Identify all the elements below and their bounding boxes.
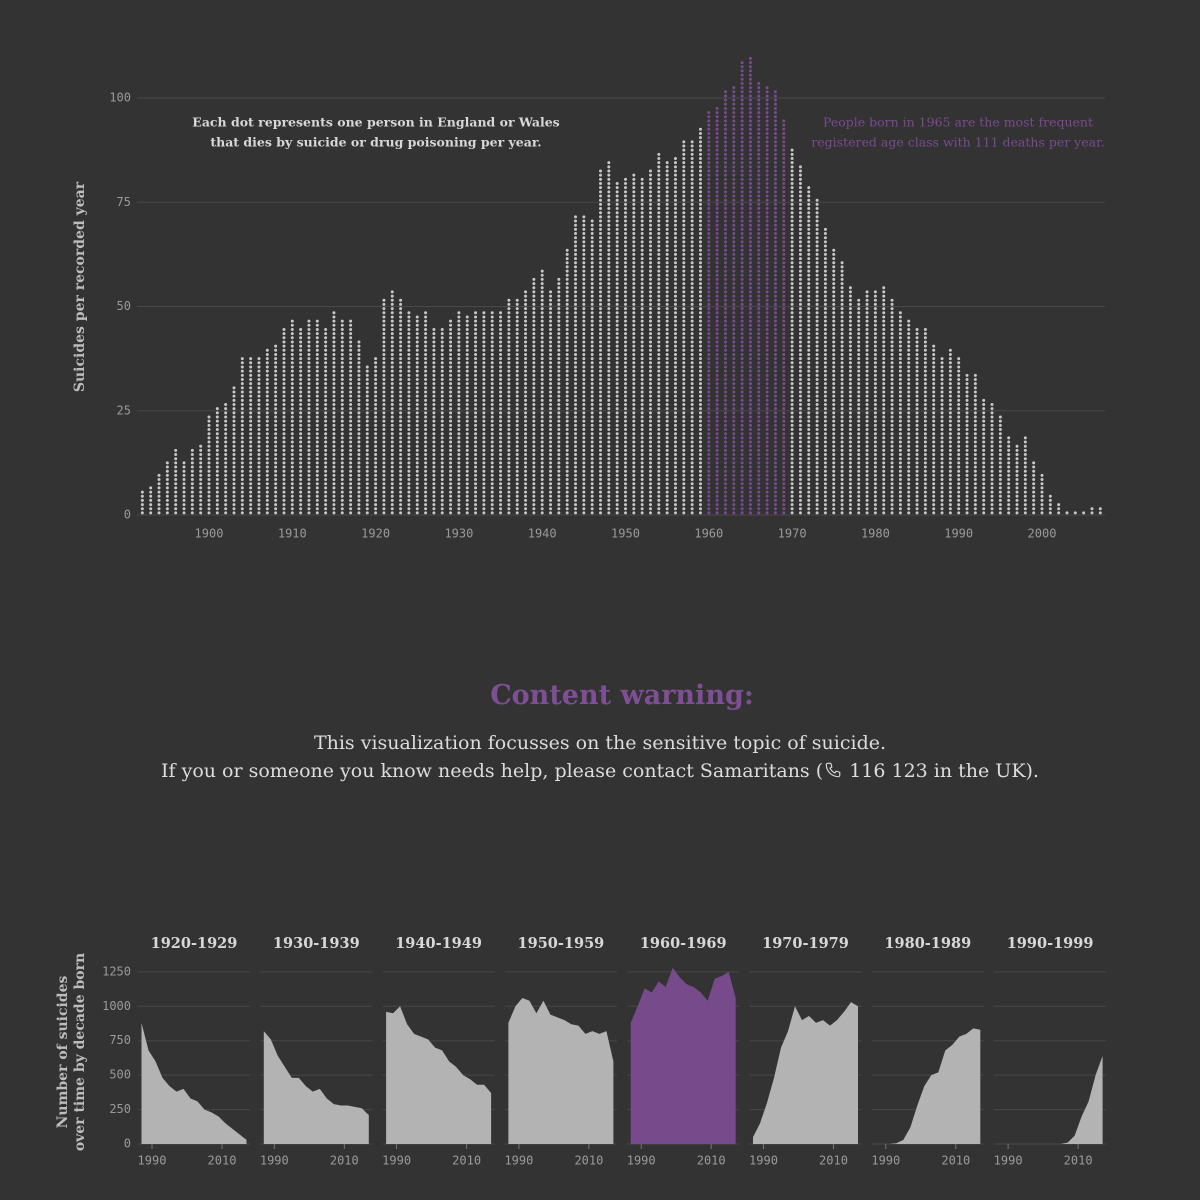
panel-title: 1920-1929 xyxy=(151,935,238,952)
warning-text: This visualization focusses on the sensi… xyxy=(313,732,887,754)
x-tick-label: 1990 xyxy=(944,527,973,541)
area xyxy=(630,967,736,1144)
annotation: registered age class with 111 deaths per… xyxy=(811,135,1104,150)
panel-title: 1980-1989 xyxy=(884,935,971,952)
panel-title: 1930-1939 xyxy=(273,935,360,952)
y-tick-label: 75 xyxy=(117,195,131,209)
y-tick-label: 0 xyxy=(124,1137,131,1151)
warning-text: If you or someone you know needs help, p… xyxy=(0,757,1200,785)
y-tick-label: 50 xyxy=(117,299,131,313)
x-tick-label: 1940 xyxy=(528,527,557,541)
x-tick-label: 2010 xyxy=(1064,1154,1093,1168)
panel-title: 1970-1979 xyxy=(762,935,849,952)
x-tick-label: 1980 xyxy=(861,527,890,541)
panel-title: 1940-1949 xyxy=(395,935,482,952)
x-tick-label: 2000 xyxy=(1028,527,1057,541)
y-tick-label: 1000 xyxy=(102,999,131,1013)
x-tick-label: 1900 xyxy=(195,527,224,541)
y-tick-label: 250 xyxy=(109,1102,131,1116)
panel-title: 1960-1969 xyxy=(640,935,727,952)
x-tick-label: 1960 xyxy=(694,527,723,541)
warning-text: 116 123 in the UK). xyxy=(849,760,1039,782)
x-tick-label: 1920 xyxy=(361,527,390,541)
x-tick-label: 2010 xyxy=(330,1154,359,1168)
x-tick-label: 1910 xyxy=(278,527,307,541)
x-tick-label: 1970 xyxy=(778,527,807,541)
y-tick-label: 100 xyxy=(109,91,131,105)
x-tick-label: 2010 xyxy=(697,1154,726,1168)
x-tick-label: 1930 xyxy=(444,527,473,541)
warning-text: If you or someone you know needs help, p… xyxy=(161,760,824,782)
x-tick-label: 1990 xyxy=(260,1154,289,1168)
y-axis-label: over time by decade born xyxy=(72,953,88,1151)
y-tick-label: 0 xyxy=(124,508,131,522)
area xyxy=(263,1031,369,1144)
x-tick-label: 1990 xyxy=(504,1154,533,1168)
x-tick-label: 1990 xyxy=(138,1154,167,1168)
annotation: People born in 1965 are the most frequen… xyxy=(823,115,1093,130)
x-tick-label: 2010 xyxy=(208,1154,237,1168)
y-tick-label: 25 xyxy=(117,403,131,417)
warning-title: Content warning: xyxy=(490,680,754,711)
area xyxy=(508,998,614,1144)
x-tick-label: 1990 xyxy=(994,1154,1023,1168)
x-tick-label: 1990 xyxy=(871,1154,900,1168)
y-tick-label: 500 xyxy=(109,1068,131,1082)
panel-title: 1990-1999 xyxy=(1007,935,1094,952)
x-tick-label: 1990 xyxy=(627,1154,656,1168)
x-tick-label: 1990 xyxy=(749,1154,778,1168)
area xyxy=(386,1006,492,1144)
area xyxy=(875,1028,981,1144)
area xyxy=(753,1002,858,1144)
x-tick-label: 2010 xyxy=(819,1154,848,1168)
content-warning: Content warning: This visualization focu… xyxy=(0,680,1200,785)
y-axis-label: Suicides per recorded year xyxy=(72,181,88,392)
area xyxy=(997,1055,1103,1144)
area xyxy=(141,1022,247,1144)
y-axis-label: Number of suicides xyxy=(55,976,71,1129)
y-tick-label: 1250 xyxy=(102,964,131,978)
annotation: Each dot represents one person in Englan… xyxy=(192,115,559,130)
x-tick-label: 2010 xyxy=(574,1154,603,1168)
panel-title: 1950-1959 xyxy=(518,935,605,952)
x-tick-label: 1990 xyxy=(382,1154,411,1168)
x-tick-label: 1950 xyxy=(611,527,640,541)
x-tick-label: 2010 xyxy=(941,1154,970,1168)
annotation: that dies by suicide or drug poisoning p… xyxy=(210,135,541,150)
phone-icon xyxy=(825,762,841,778)
y-tick-label: 750 xyxy=(109,1033,131,1047)
x-tick-label: 2010 xyxy=(452,1154,481,1168)
